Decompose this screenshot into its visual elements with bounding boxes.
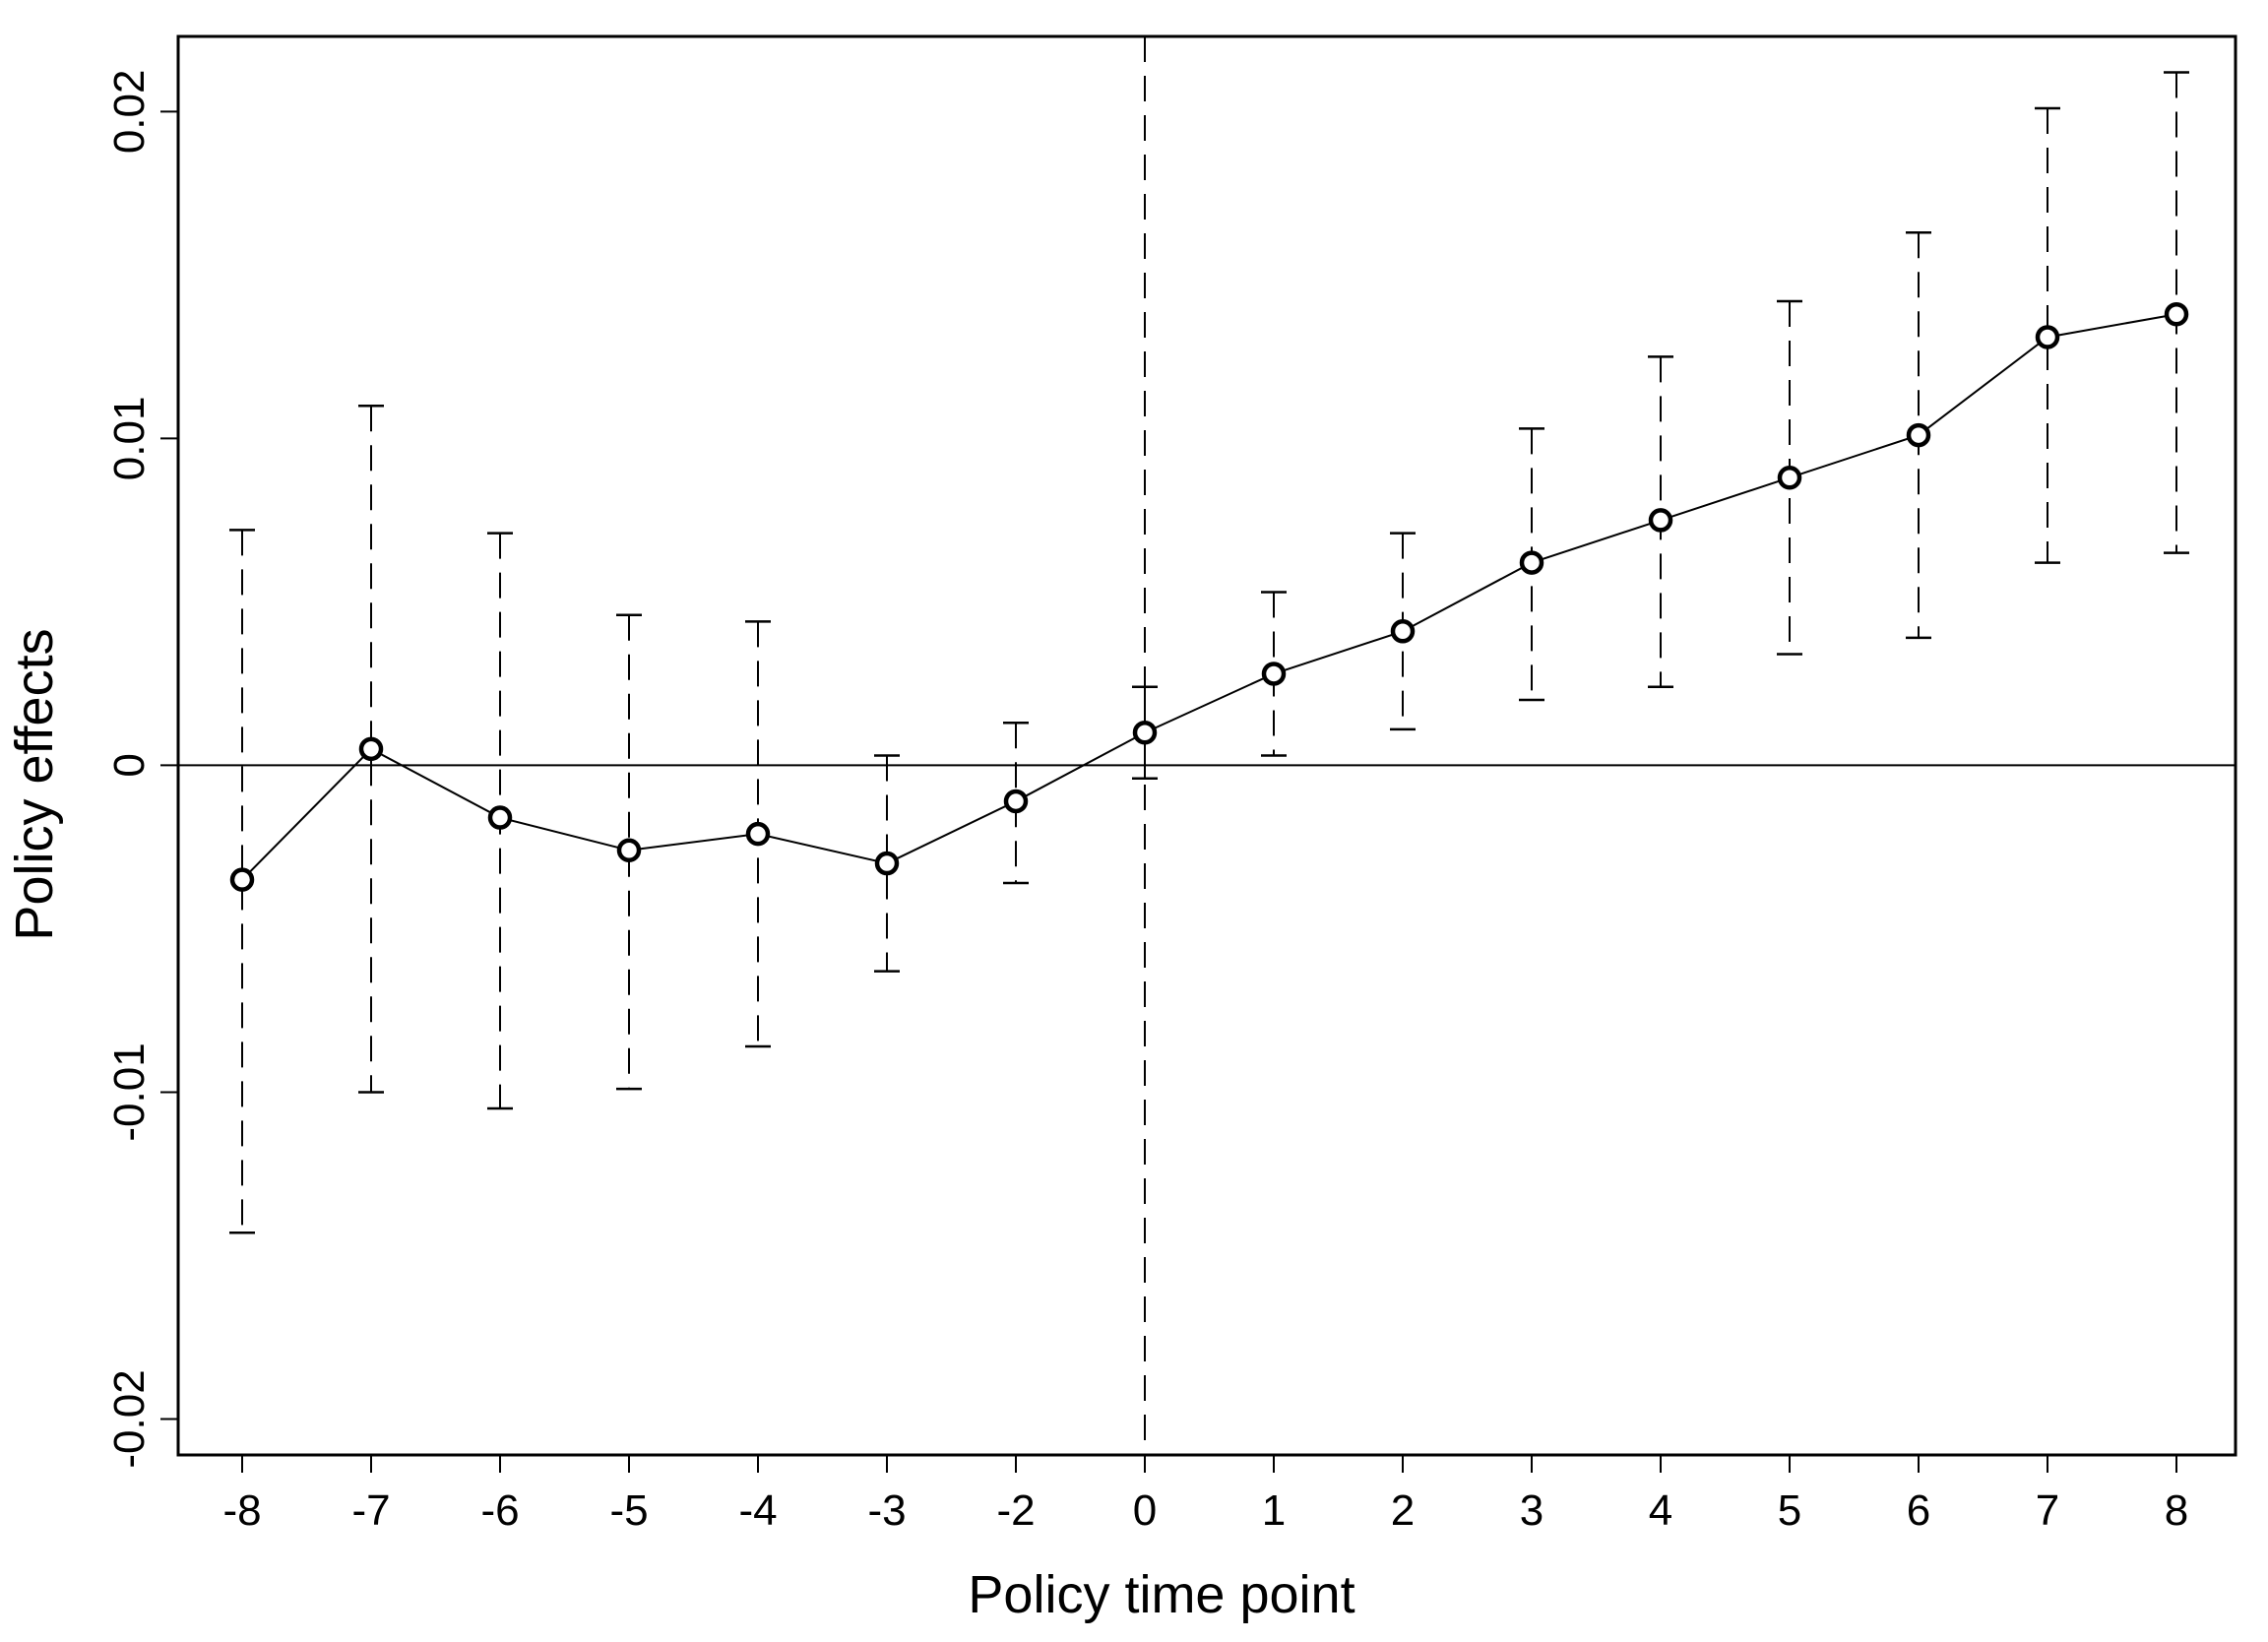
estimate-polyline bbox=[241, 313, 2177, 881]
plot-frame bbox=[176, 34, 2237, 1457]
x-axis: -8 -7 -6 -5 -4 -3 -2 0 1 2 3 4 5 6 7 8 bbox=[222, 1455, 2188, 1535]
estimate-points bbox=[229, 301, 2189, 892]
data-point-4 bbox=[1648, 508, 1673, 533]
x-tick-label-8: 8 bbox=[2165, 1486, 2188, 1535]
data-point-8 bbox=[2164, 301, 2189, 327]
x-tick-label--3: -3 bbox=[867, 1486, 906, 1535]
x-tick-label-1: 1 bbox=[1262, 1486, 1286, 1535]
data-point-3 bbox=[1519, 550, 1544, 575]
data-point--8 bbox=[229, 867, 255, 892]
x-tick-label-7: 7 bbox=[2036, 1486, 2059, 1535]
x-tick-label-2: 2 bbox=[1391, 1486, 1415, 1535]
y-tick-label--0.01: -0.01 bbox=[105, 1042, 154, 1141]
data-point--4 bbox=[745, 821, 771, 847]
y-tick-label-0.02: 0.02 bbox=[105, 70, 154, 155]
y-tick-label-0: 0 bbox=[105, 753, 154, 777]
x-tick-label-3: 3 bbox=[1520, 1486, 1544, 1535]
reference-lines bbox=[178, 36, 2236, 1455]
x-tick-label--5: -5 bbox=[609, 1486, 648, 1535]
x-tick-label--8: -8 bbox=[222, 1486, 261, 1535]
x-axis-title: Policy time point bbox=[968, 1565, 1354, 1624]
estimate-line bbox=[241, 313, 2177, 881]
x-tick-label-0: 0 bbox=[1133, 1486, 1157, 1535]
y-tick-label-0.01: 0.01 bbox=[105, 397, 154, 481]
data-point-2 bbox=[1390, 619, 1416, 644]
x-tick-label--2: -2 bbox=[996, 1486, 1035, 1535]
data-point--7 bbox=[358, 736, 384, 762]
y-axis-title: Policy effects bbox=[5, 628, 64, 940]
y-axis: -0.02 -0.01 0 0.01 0.02 bbox=[105, 70, 178, 1469]
confidence-intervals bbox=[229, 71, 2189, 1234]
data-point-7 bbox=[2035, 325, 2060, 349]
data-point--3 bbox=[874, 851, 900, 876]
x-tick-label-4: 4 bbox=[1649, 1486, 1672, 1535]
x-tick-label--7: -7 bbox=[351, 1486, 390, 1535]
x-tick-label--6: -6 bbox=[480, 1486, 519, 1535]
data-point-0 bbox=[1132, 720, 1158, 745]
data-point-1 bbox=[1261, 662, 1287, 686]
data-point--2 bbox=[1003, 789, 1029, 814]
data-point-6 bbox=[1906, 422, 1931, 448]
x-tick-label-5: 5 bbox=[1778, 1486, 1801, 1535]
x-tick-label-6: 6 bbox=[1907, 1486, 1930, 1535]
y-tick-label--0.02: -0.02 bbox=[105, 1369, 154, 1468]
data-point-5 bbox=[1777, 465, 1802, 490]
x-tick-label--4: -4 bbox=[738, 1486, 777, 1535]
data-point--6 bbox=[487, 805, 513, 830]
data-point--5 bbox=[616, 838, 642, 862]
